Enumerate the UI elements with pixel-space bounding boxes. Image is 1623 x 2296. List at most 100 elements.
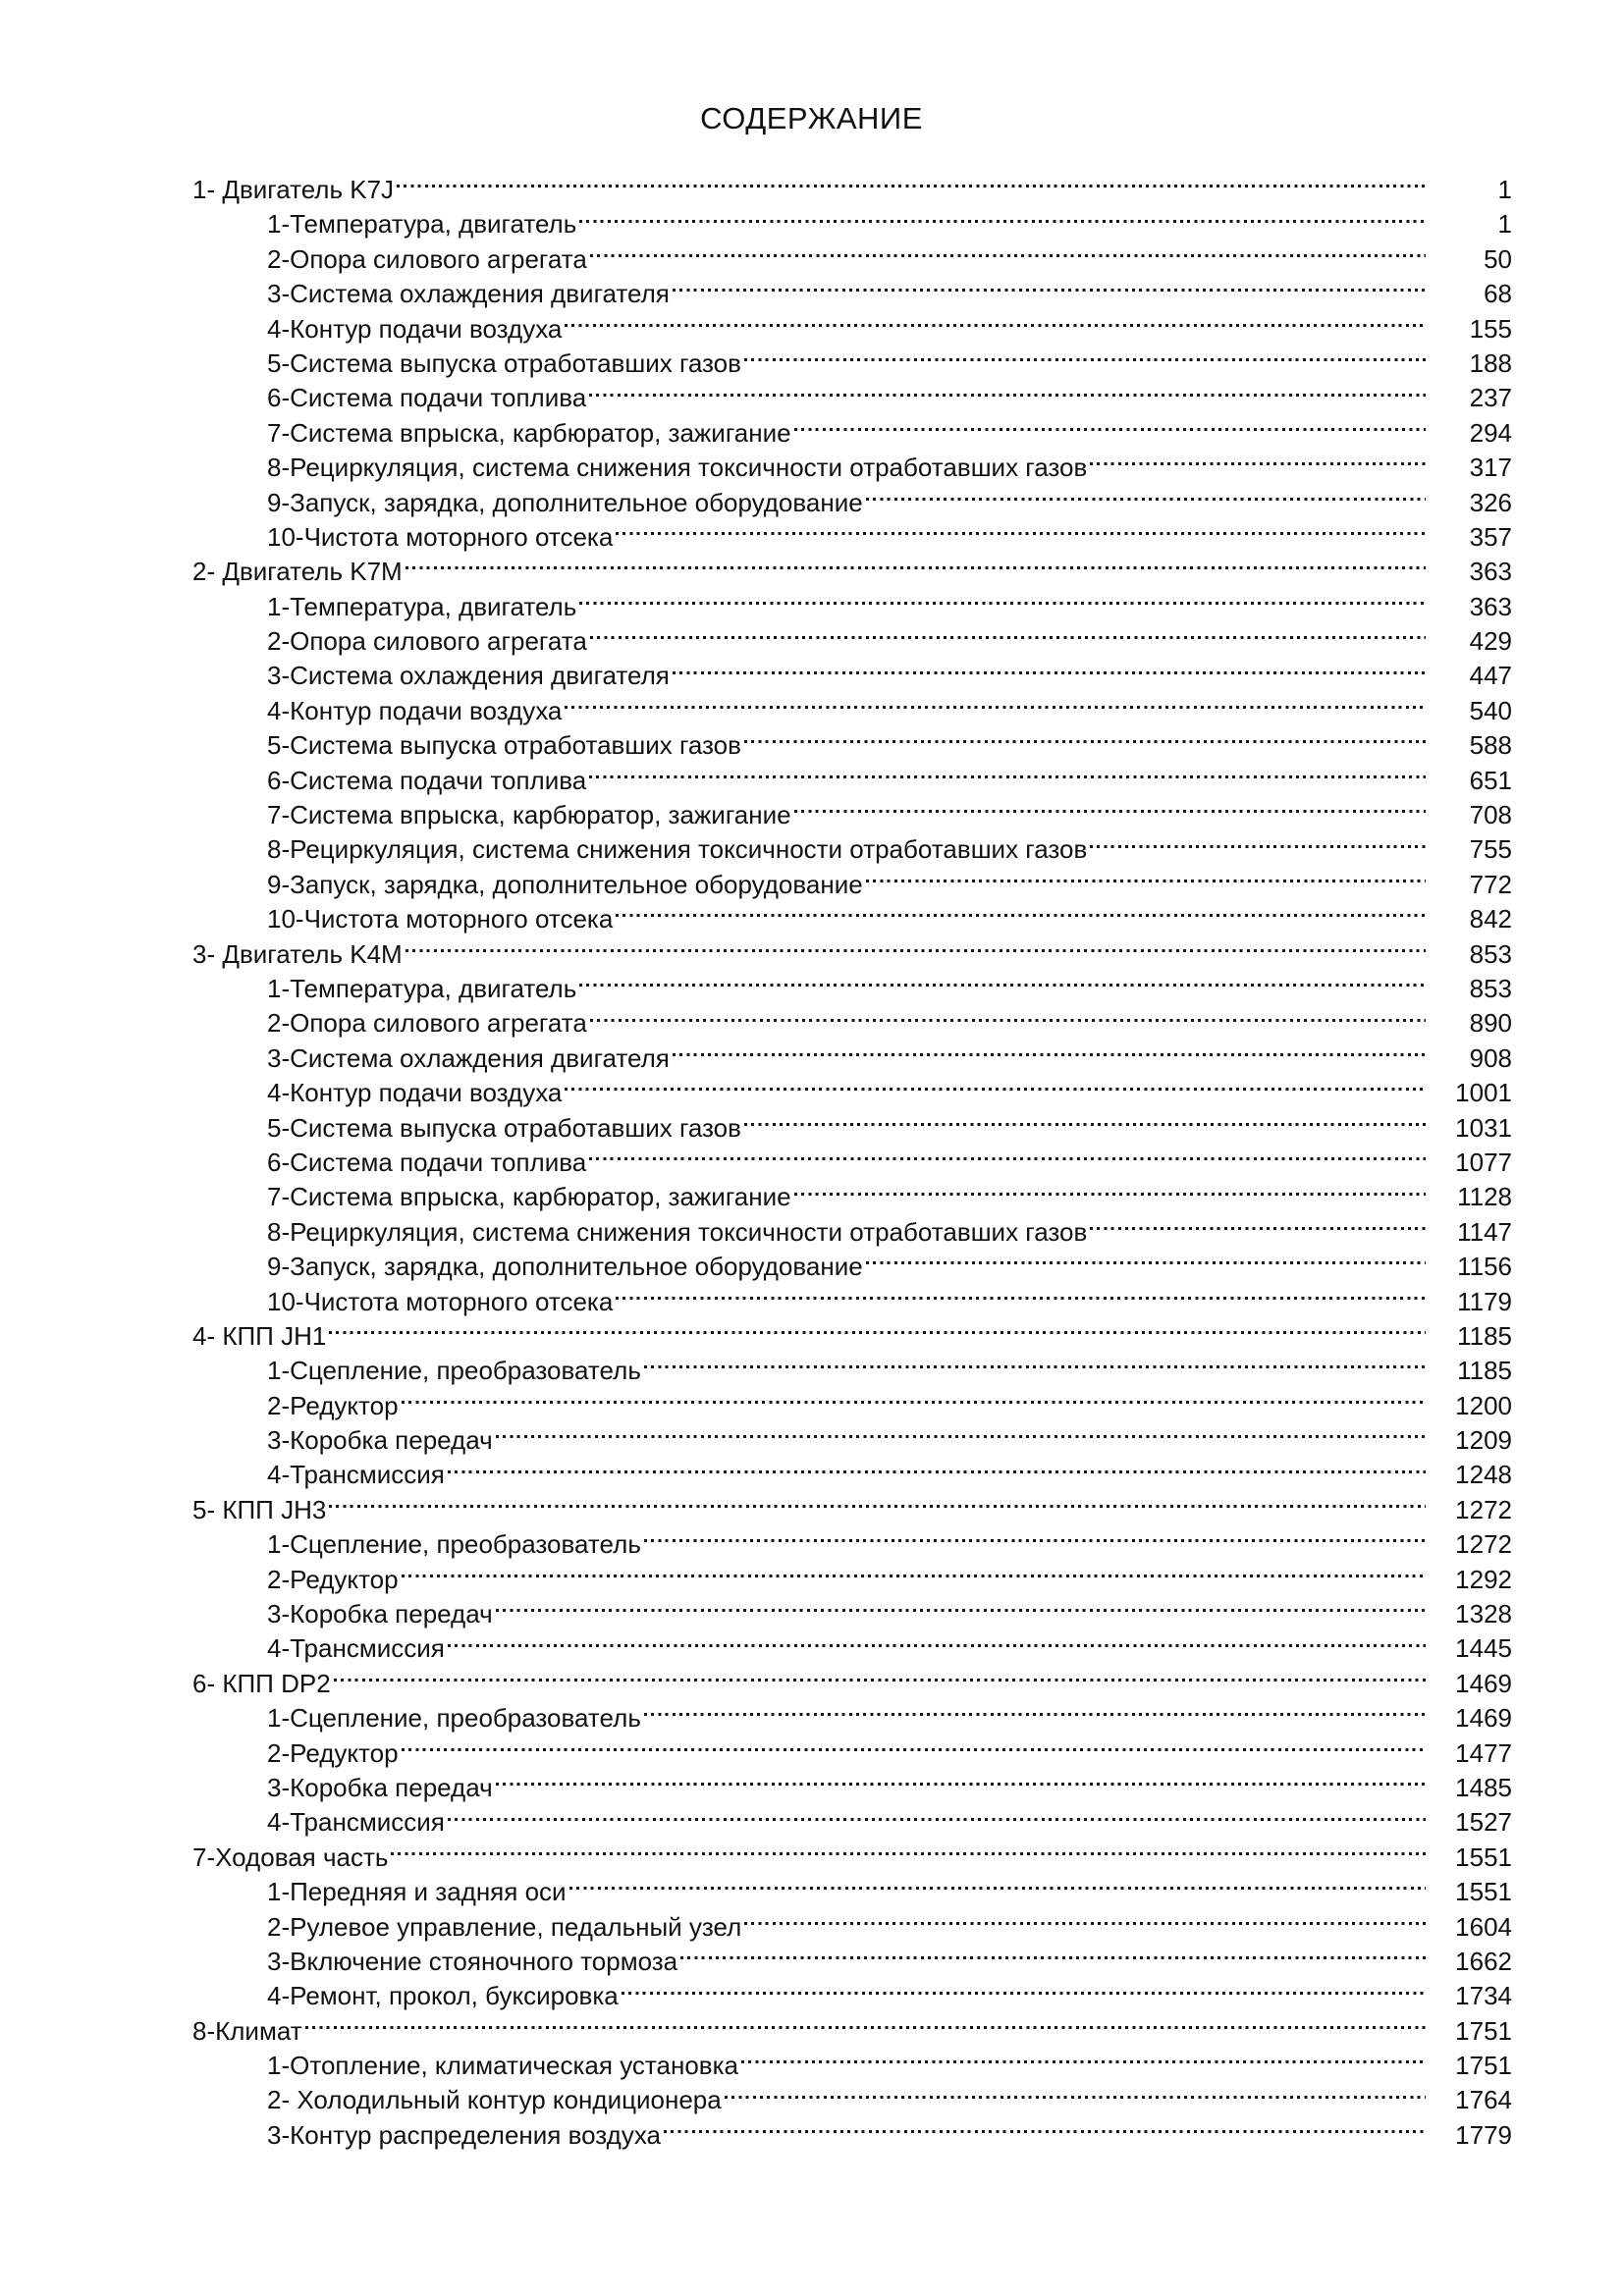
toc-item-row: 2- Холодильный контур кондиционера 1764 <box>192 2083 1512 2117</box>
toc-entry-page: 188 <box>1469 347 1512 378</box>
toc-section-row: 8-Климат 1751 <box>192 2014 1512 2049</box>
toc-entry-label: 5-Система выпуска отработавших газов <box>267 1112 741 1143</box>
toc-entry-page: 363 <box>1469 591 1512 621</box>
toc-entry-page: 651 <box>1469 765 1512 795</box>
toc-entry-label: 4-Трансмиссия <box>267 1460 445 1490</box>
dot-leader <box>405 566 1426 570</box>
dot-leader <box>304 2025 1426 2029</box>
toc-entry-page: 363 <box>1469 557 1512 587</box>
dot-leader <box>743 740 1426 744</box>
toc-entry-page: 755 <box>1469 834 1512 865</box>
dot-leader <box>865 880 1426 882</box>
toc-entry-page: 1764 <box>1455 2085 1512 2115</box>
dot-leader <box>568 1887 1426 1891</box>
toc-entry-label: 6-Система подачи топлива <box>267 383 587 413</box>
dot-leader <box>447 1643 1426 1647</box>
dot-leader <box>589 636 1426 640</box>
toc-entry-label: 1-Температура, двигатель <box>267 209 577 240</box>
toc-entry-page: 772 <box>1469 869 1512 899</box>
toc-item-row: 1-Сцепление, преобразователь 1469 <box>192 1701 1512 1735</box>
dot-leader <box>672 289 1426 293</box>
toc-item-row: 8-Рециркуляция, система снижения токсичн… <box>192 832 1512 867</box>
toc-entry-page: 1 <box>1497 175 1512 204</box>
dot-leader <box>565 323 1426 327</box>
dot-leader <box>793 427 1426 431</box>
dot-leader <box>589 774 1426 778</box>
dot-leader <box>793 1192 1426 1196</box>
dot-leader <box>401 1747 1426 1751</box>
toc-entry-label: 1-Передняя и задняя оси <box>267 1877 567 1907</box>
toc-entry-label: 7-Ходовая часть <box>192 1842 389 1872</box>
dot-leader <box>397 185 1426 188</box>
toc-entry-page: 1734 <box>1455 1981 1512 2011</box>
dot-leader <box>447 1817 1426 1821</box>
toc-item-row: 2-Редуктор 1292 <box>192 1563 1512 1597</box>
dot-leader <box>565 1088 1426 1092</box>
dot-leader <box>329 1505 1426 1509</box>
toc-entry-page: 1328 <box>1455 1599 1512 1629</box>
dot-leader <box>793 810 1426 814</box>
toc-entry-label: 4-Контур подачи воздуха <box>267 313 563 344</box>
toc-entry-label: 2-Редуктор <box>267 1564 399 1594</box>
toc-item-row: 4-Ремонт, прокол, буксировка 1734 <box>192 1979 1512 2013</box>
dot-leader <box>616 1296 1426 1300</box>
toc-entry-label: 7-Система впрыска, карбюратор, зажигание <box>267 417 791 448</box>
toc-entry-label: 3-Коробка передач <box>267 1772 493 1802</box>
toc-item-row: 6-Система подачи топлива 651 <box>192 764 1512 798</box>
dot-leader <box>495 1783 1426 1787</box>
toc-entry-page: 842 <box>1469 904 1512 934</box>
toc-entry-label: 2- Холодильный контур кондиционера <box>267 2085 722 2115</box>
toc-entry-label: 2-Опора силового агрегата <box>267 243 587 274</box>
toc-item-row: 1-Сцепление, преобразователь 1185 <box>192 1354 1512 1388</box>
toc-entry-label: 3-Система охлаждения двигателя <box>267 279 670 309</box>
toc-entry-label: 3-Коробка передач <box>267 1425 493 1456</box>
dot-leader <box>643 1365 1426 1369</box>
toc-entry-label: 5-Система выпуска отработавших газов <box>267 730 741 761</box>
page-title: СОДЕРЖАНИЕ <box>700 101 923 135</box>
toc-entry-page: 1445 <box>1455 1633 1512 1664</box>
toc-entry-label: 9-Запуск, зарядка, дополнительное оборуд… <box>267 487 863 517</box>
toc-item-row: 1-Температура, двигатель 853 <box>192 972 1512 1006</box>
dot-leader <box>741 2060 1426 2064</box>
toc-item-row: 9-Запуск, зарядка, дополнительное оборуд… <box>192 1250 1512 1284</box>
dot-leader <box>495 1609 1426 1613</box>
toc-entry-page: 540 <box>1469 695 1512 725</box>
toc-entry-page: 1272 <box>1455 1494 1512 1524</box>
toc-entry-label: 4-Ремонт, прокол, буксировка <box>267 1981 619 2011</box>
toc-entry-label: 3-Включение стояночного тормоза <box>267 1946 678 1976</box>
toc-item-row: 1-Температура, двигатель 1 <box>192 207 1512 241</box>
toc-entry-page: 853 <box>1469 973 1512 1003</box>
dot-leader <box>865 497 1426 501</box>
dot-leader <box>401 1574 1426 1577</box>
dot-leader <box>621 1991 1426 1995</box>
dot-leader <box>589 393 1426 397</box>
dot-leader <box>744 1921 1426 1925</box>
toc-entry-page: 1272 <box>1455 1529 1512 1560</box>
dot-leader <box>333 1678 1426 1682</box>
toc-entry-page: 1551 <box>1455 1877 1512 1907</box>
toc-entry-label: 1-Температура, двигатель <box>267 973 577 1003</box>
toc-entry-page: 1185 <box>1457 1320 1512 1351</box>
toc-item-row: 2-Опора силового агрегата 429 <box>192 624 1512 659</box>
toc-item-row: 5-Система выпуска отработавших газов 188 <box>192 347 1512 381</box>
dot-leader <box>447 1469 1426 1473</box>
toc-entry-label: 1-Сцепление, преобразователь <box>267 1703 641 1734</box>
toc-entry-label: 1- Двигатель K7J <box>192 175 395 204</box>
toc-item-row: 1-Передняя и задняя оси 1551 <box>192 1875 1512 1909</box>
toc-item-row: 5-Система выпуска отработавших газов 1031 <box>192 1111 1512 1146</box>
toc-entry-label: 8-Рециркуляция, система снижения токсичн… <box>267 834 1088 865</box>
toc-item-row: 4-Трансмиссия 1527 <box>192 1805 1512 1840</box>
toc-item-row: 3-Включение стояночного тормоза 1662 <box>192 1945 1512 1979</box>
toc-entry-label: 8-Климат <box>192 2015 302 2046</box>
toc-section-row: 4- КПП JH1 1185 <box>192 1319 1512 1354</box>
toc-item-row: 4-Трансмиссия 1445 <box>192 1631 1512 1666</box>
toc-section-row: 2- Двигатель K7M 363 <box>192 555 1512 589</box>
toc-item-row: 2-Опора силового агрегата 50 <box>192 242 1512 277</box>
dot-leader <box>672 1052 1426 1056</box>
toc-entry-page: 1077 <box>1455 1147 1512 1177</box>
toc-item-row: 1-Температура, двигатель 363 <box>192 590 1512 624</box>
toc-entry-label: 4-Трансмиссия <box>267 1633 445 1664</box>
dot-leader <box>589 253 1426 257</box>
toc-entry-label: 3-Контур распределения воздуха <box>267 2119 661 2150</box>
